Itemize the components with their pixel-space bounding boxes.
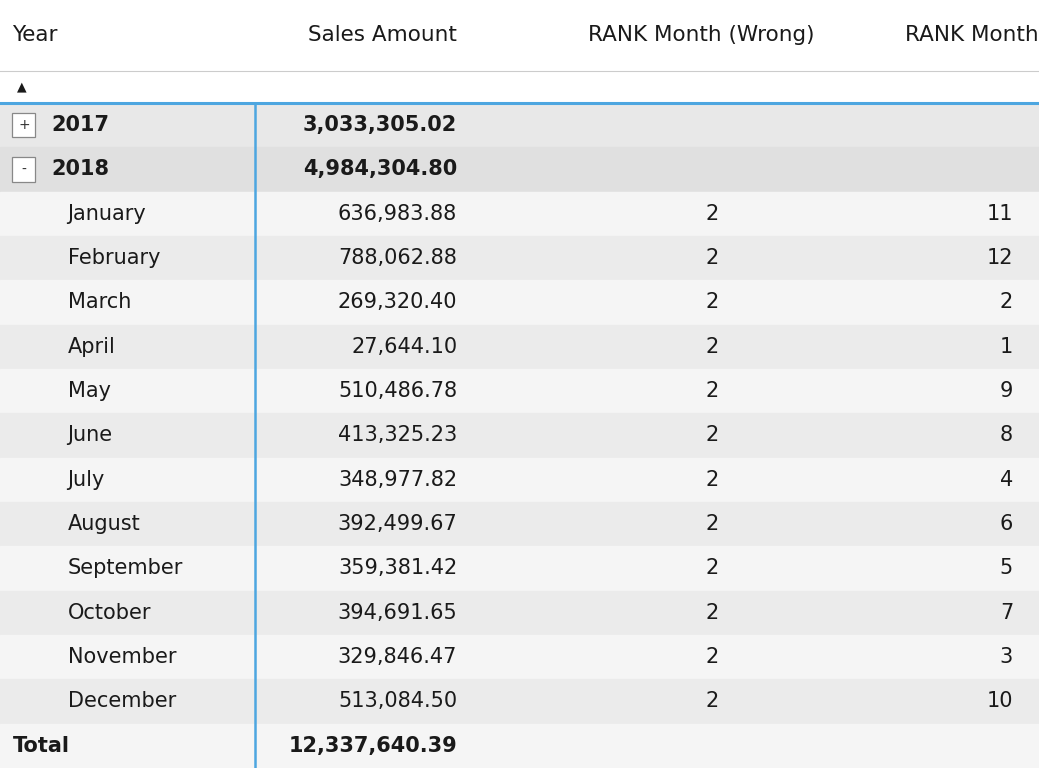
Text: 2: 2 [705, 514, 718, 534]
Bar [0, 147, 1039, 191]
Bar [0, 0, 1039, 71]
Text: 329,846.47: 329,846.47 [338, 647, 457, 667]
Text: 2: 2 [705, 691, 718, 711]
Text: 348,977.82: 348,977.82 [338, 470, 457, 490]
Text: 2: 2 [705, 381, 718, 401]
Text: 3,033,305.02: 3,033,305.02 [303, 115, 457, 135]
Text: April: April [68, 337, 115, 357]
Bar [0, 458, 1039, 502]
Text: July: July [68, 470, 105, 490]
Text: ▲: ▲ [17, 81, 26, 93]
Bar [0, 103, 1039, 147]
Text: December: December [68, 691, 176, 711]
Text: 11: 11 [986, 204, 1013, 223]
Text: 8: 8 [1000, 425, 1013, 445]
Text: 2017: 2017 [51, 115, 109, 135]
Text: Year: Year [12, 25, 58, 45]
Text: 4,984,304.80: 4,984,304.80 [303, 160, 457, 180]
Text: RANK Month: RANK Month [905, 25, 1038, 45]
Text: 2: 2 [705, 337, 718, 357]
Text: 7: 7 [1000, 603, 1013, 623]
Text: October: October [68, 603, 151, 623]
Text: 2: 2 [705, 425, 718, 445]
Text: 27,644.10: 27,644.10 [351, 337, 457, 357]
Bar [0, 413, 1039, 458]
Bar [0, 546, 1039, 591]
Text: Sales Amount: Sales Amount [309, 25, 457, 45]
Text: March: March [68, 293, 131, 313]
Text: 1: 1 [1000, 337, 1013, 357]
Text: 2: 2 [705, 248, 718, 268]
Text: 2: 2 [705, 558, 718, 578]
Text: -: - [22, 162, 26, 177]
Text: 269,320.40: 269,320.40 [338, 293, 457, 313]
Text: 359,381.42: 359,381.42 [338, 558, 457, 578]
Text: 12,337,640.39: 12,337,640.39 [289, 736, 457, 756]
Text: 392,499.67: 392,499.67 [338, 514, 457, 534]
Text: 394,691.65: 394,691.65 [338, 603, 457, 623]
Bar [0, 191, 1039, 236]
Text: 6: 6 [1000, 514, 1013, 534]
Text: 10: 10 [986, 691, 1013, 711]
Text: 2018: 2018 [51, 160, 109, 180]
Text: 2: 2 [705, 293, 718, 313]
Text: February: February [68, 248, 160, 268]
FancyBboxPatch shape [12, 113, 35, 137]
Text: 3: 3 [1000, 647, 1013, 667]
Text: 2: 2 [705, 470, 718, 490]
Bar [0, 325, 1039, 369]
Bar [0, 635, 1039, 680]
Bar [0, 502, 1039, 546]
Text: August: August [68, 514, 140, 534]
Text: May: May [68, 381, 110, 401]
Text: 9: 9 [1000, 381, 1013, 401]
FancyBboxPatch shape [12, 157, 35, 181]
Text: 2: 2 [1000, 293, 1013, 313]
Text: 2: 2 [705, 603, 718, 623]
Bar [0, 71, 1039, 103]
Text: November: November [68, 647, 176, 667]
Bar [0, 280, 1039, 325]
Text: 4: 4 [1000, 470, 1013, 490]
Text: 788,062.88: 788,062.88 [339, 248, 457, 268]
Bar [0, 680, 1039, 723]
Text: September: September [68, 558, 183, 578]
Text: January: January [68, 204, 146, 223]
Text: 2: 2 [705, 647, 718, 667]
Text: RANK Month (Wrong): RANK Month (Wrong) [588, 25, 815, 45]
Text: 636,983.88: 636,983.88 [338, 204, 457, 223]
Bar [0, 723, 1039, 768]
Text: 510,486.78: 510,486.78 [338, 381, 457, 401]
Text: 513,084.50: 513,084.50 [338, 691, 457, 711]
Text: 12: 12 [986, 248, 1013, 268]
Bar [0, 236, 1039, 280]
Text: 5: 5 [1000, 558, 1013, 578]
Text: Total: Total [12, 736, 70, 756]
Text: June: June [68, 425, 112, 445]
Text: 413,325.23: 413,325.23 [338, 425, 457, 445]
Bar [0, 591, 1039, 635]
Text: +: + [18, 118, 30, 132]
Bar [0, 369, 1039, 413]
Text: 2: 2 [705, 204, 718, 223]
